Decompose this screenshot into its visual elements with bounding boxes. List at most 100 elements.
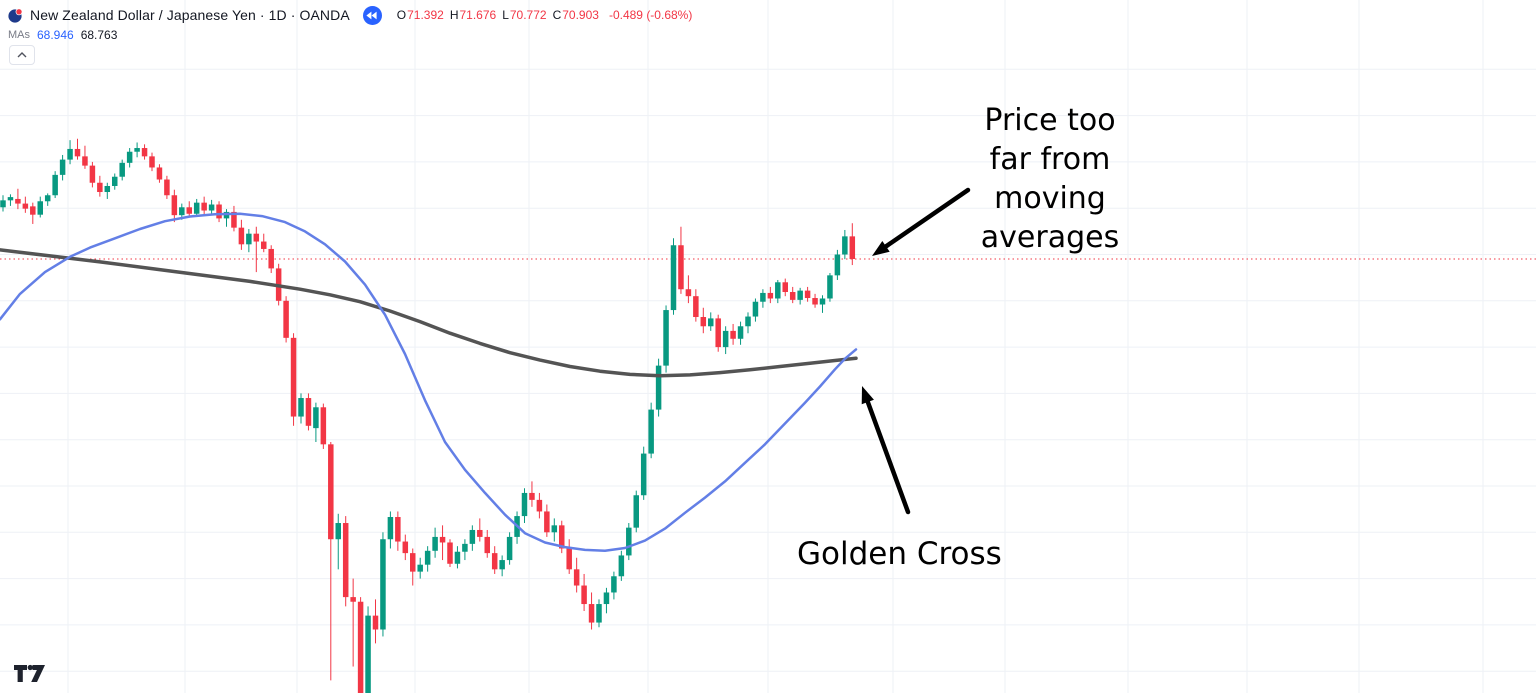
candle xyxy=(454,546,461,569)
candle xyxy=(648,402,654,459)
candle xyxy=(789,286,796,304)
low-label: L xyxy=(502,8,509,22)
tradingview-logo-icon[interactable] xyxy=(14,664,46,683)
candle xyxy=(447,539,453,568)
candle xyxy=(387,511,394,549)
ohlc-values: O 71.392 H 71.676 L 70.772 C 70.903 -0.489 (… xyxy=(397,8,693,22)
candle xyxy=(335,513,341,570)
candle xyxy=(350,578,356,667)
candle xyxy=(573,557,580,593)
low-value: 70.772 xyxy=(509,8,547,22)
candle xyxy=(22,196,29,213)
ma-line-blue xyxy=(0,212,858,553)
symbol-title: New Zealand Dollar / Japanese Yen · 1D ·… xyxy=(30,7,350,23)
candle xyxy=(566,539,572,574)
candle xyxy=(439,525,446,561)
annotation-price-too-far[interactable]: Price too far from moving averages xyxy=(940,101,1160,257)
candle xyxy=(484,529,490,558)
high-label: H xyxy=(449,8,459,22)
candle xyxy=(119,159,125,181)
close-value: 70.903 xyxy=(562,8,599,22)
candle xyxy=(97,175,103,197)
candle xyxy=(499,555,505,577)
candle xyxy=(640,446,647,500)
candle xyxy=(797,287,803,305)
candle xyxy=(402,534,409,561)
candle xyxy=(521,488,528,524)
candle xyxy=(693,289,699,322)
mas-label: MAs xyxy=(8,29,30,41)
candle xyxy=(685,275,692,304)
candle xyxy=(506,532,513,565)
currency-pair-logo-icon xyxy=(8,7,23,23)
candle xyxy=(208,199,215,214)
high-value: 71.676 xyxy=(459,8,497,22)
candle xyxy=(782,278,788,297)
candle xyxy=(745,312,751,334)
candle xyxy=(432,527,438,558)
ma-blue-value: 68.946 xyxy=(37,28,74,42)
candle xyxy=(380,532,386,637)
candle xyxy=(655,358,662,417)
candle xyxy=(588,592,595,630)
candle xyxy=(112,173,118,190)
candle xyxy=(715,314,721,352)
golden-cross-arrow[interactable] xyxy=(861,386,911,515)
market-replay-icon[interactable] xyxy=(362,5,382,25)
candle xyxy=(44,193,51,206)
annotation-golden-cross[interactable]: Golden Cross xyxy=(797,536,1002,572)
candle xyxy=(752,298,759,322)
candle xyxy=(670,238,677,315)
candle xyxy=(104,182,111,199)
candle xyxy=(633,490,639,533)
close-label: C xyxy=(552,8,562,22)
candle xyxy=(305,393,312,431)
candle xyxy=(477,518,483,542)
candle xyxy=(663,305,669,373)
candle xyxy=(410,548,416,586)
annotation-line: moving xyxy=(994,181,1106,216)
candle xyxy=(283,296,289,343)
candle xyxy=(611,571,617,600)
candle xyxy=(834,249,841,280)
price-too-far-arrow[interactable] xyxy=(872,187,971,256)
candle xyxy=(238,219,245,250)
candle xyxy=(700,307,707,334)
candle xyxy=(529,481,535,507)
chevron-up-icon xyxy=(17,52,27,58)
candle xyxy=(708,312,714,331)
candle xyxy=(328,442,334,681)
candle xyxy=(231,205,237,232)
candle xyxy=(171,189,178,223)
candle xyxy=(290,333,297,426)
ma-legend[interactable]: MAs 68.946 68.763 xyxy=(8,28,117,42)
candle xyxy=(417,557,423,579)
candle xyxy=(603,587,610,614)
candle xyxy=(596,599,602,628)
candle xyxy=(767,286,774,304)
candle xyxy=(320,403,327,449)
open-label: O xyxy=(396,8,407,22)
candle xyxy=(268,245,274,274)
candle xyxy=(827,273,833,302)
candle xyxy=(223,209,230,227)
candle xyxy=(842,229,848,260)
candle xyxy=(246,229,252,253)
annotation-line: Price too xyxy=(984,103,1116,138)
candle xyxy=(193,198,200,217)
candle xyxy=(357,597,364,693)
candle xyxy=(52,171,58,199)
candle xyxy=(469,525,476,551)
candle xyxy=(491,546,498,574)
candle xyxy=(126,148,133,168)
candle xyxy=(186,201,192,218)
collapse-legend-button[interactable] xyxy=(9,45,35,65)
candle xyxy=(74,138,81,160)
symbol-legend[interactable]: New Zealand Dollar / Japanese Yen · 1D ·… xyxy=(8,5,692,25)
candle xyxy=(395,511,401,551)
candle xyxy=(559,520,565,554)
candle xyxy=(59,154,66,181)
candle xyxy=(313,402,319,443)
